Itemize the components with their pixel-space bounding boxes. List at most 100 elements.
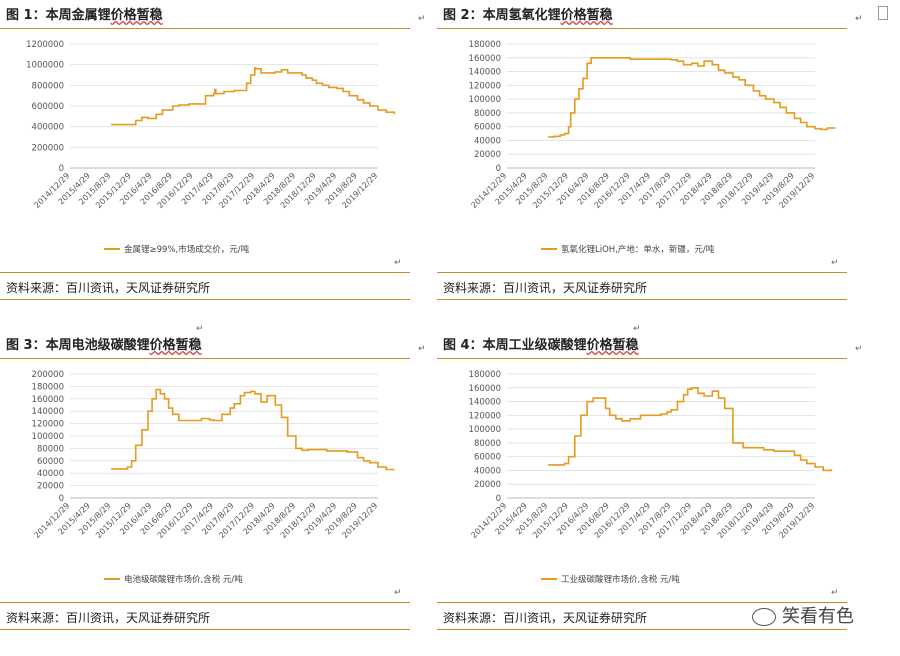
series-line [111, 388, 395, 471]
legend-label: 金属锂≥99%,市场成交价，元/吨 [124, 244, 250, 255]
title-main: 本周金属锂 [45, 8, 111, 23]
scroll-indicator[interactable] [878, 6, 888, 20]
line-chart: 0 20000 40000 60000 80000 100000 120000 140000 1… [32, 370, 395, 585]
divider [0, 28, 410, 29]
divider [0, 602, 410, 603]
divider [0, 272, 410, 273]
series-line [111, 67, 396, 126]
y-tick-label: 60000 [474, 453, 501, 463]
paragraph-mark: ↵ [633, 324, 641, 334]
source-note: 资料来源：百川资讯，天风证券研究所 [6, 611, 211, 625]
line-chart: 0200000400000600000800000100000012000002… [26, 40, 396, 255]
series-line [548, 387, 833, 472]
y-tick-label: 80000 [37, 444, 64, 454]
paragraph-mark: ↵ [394, 588, 402, 598]
y-tick-label: 180000 [469, 40, 501, 50]
divider [437, 602, 847, 603]
source-note: 资料来源：百川资讯，天风证券研究所 [443, 281, 648, 295]
chart-title: 图 1：本周金属锂价格暂稳 [6, 4, 163, 23]
title-prefix: 图 1： [6, 8, 46, 23]
y-tick-label: 120000 [32, 420, 64, 430]
paragraph-mark: ↵ [394, 258, 402, 268]
chart-panel-3: 图 3：本周电池级碳酸锂价格暂稳资料来源：百川资讯，天风证券研究所 0 20000 4… [0, 330, 440, 656]
y-tick-label: 1200000 [26, 40, 64, 50]
y-tick-label: 80000 [474, 109, 501, 119]
y-tick-label: 0 [59, 494, 64, 504]
y-tick-label: 20000 [474, 150, 501, 160]
y-tick-label: 140000 [32, 407, 64, 417]
title-tail: 价格暂稳 [586, 338, 639, 353]
y-tick-label: 20000 [474, 480, 501, 490]
legend-label: 氢氧化锂LiOH,产地：单水，新疆，元/吨 [561, 244, 715, 255]
source-note: 资料来源：百川资讯，天风证券研究所 [443, 611, 648, 625]
chart-panel-1: 图 1：本周金属锂价格暂稳资料来源：百川资讯，天风证券研究所 0 200000 400… [0, 0, 440, 326]
y-tick-label: 600000 [32, 102, 64, 112]
y-tick-label: 120000 [469, 411, 501, 421]
paragraph-mark: ↵ [831, 258, 839, 268]
y-tick-label: 100000 [469, 425, 501, 435]
y-tick-label: 160000 [469, 54, 501, 64]
y-tick-label: 40000 [37, 469, 64, 479]
title-tail: 价格暂稳 [560, 8, 613, 23]
line-chart: 0 20000 40000 60000 80000 100000 120000 140000 1… [469, 40, 836, 255]
line-chart: 0 20000 40000 60000 80000 100000 120000 140000 1… [469, 370, 833, 585]
y-tick-label: 800000 [32, 81, 64, 91]
y-tick-label: 400000 [32, 123, 64, 133]
y-tick-label: 0 [496, 494, 501, 504]
y-tick-label: 60000 [37, 457, 64, 467]
chart-title: 图 2：本周氢氧化锂价格暂稳 [443, 4, 613, 23]
title-prefix: 图 4： [443, 338, 483, 353]
wechat-icon [752, 608, 776, 626]
y-tick-label: 180000 [469, 370, 501, 380]
y-tick-label: 200000 [32, 143, 64, 153]
divider [437, 272, 847, 273]
divider [0, 358, 410, 359]
y-tick-label: 1000000 [26, 61, 64, 71]
legend-label: 工业级碳酸锂市场价,含税 元/吨 [561, 574, 680, 585]
divider [437, 629, 847, 630]
y-tick-label: 100000 [469, 95, 501, 105]
y-tick-label: 160000 [32, 395, 64, 405]
source-note: 资料来源：百川资讯，天风证券研究所 [6, 281, 211, 295]
paragraph-mark: ↵ [418, 14, 426, 24]
series-line [548, 57, 836, 138]
y-tick-label: 80000 [474, 439, 501, 449]
title-tail: 价格暂稳 [149, 338, 202, 353]
y-tick-label: 160000 [469, 384, 501, 394]
chart-title: 图 3：本周电池级碳酸锂价格暂稳 [6, 334, 202, 353]
title-main: 本周工业级碳酸锂 [482, 338, 587, 353]
chart-panel-4: 图 4：本周工业级碳酸锂价格暂稳资料来源：百川资讯，天风证券研究所 0 20000 4… [437, 330, 877, 656]
divider [0, 629, 410, 630]
divider [437, 299, 847, 300]
paragraph-mark: ↵ [418, 344, 426, 354]
paragraph-mark: ↵ [196, 324, 204, 334]
chart-panel-2: 图 2：本周氢氧化锂价格暂稳资料来源：百川资讯，天风证券研究所 0 20000 400… [437, 0, 877, 326]
chart-title: 图 4：本周工业级碳酸锂价格暂稳 [443, 334, 639, 353]
y-tick-label: 180000 [32, 382, 64, 392]
title-prefix: 图 3： [6, 338, 46, 353]
y-tick-label: 0 [59, 164, 64, 174]
title-main: 本周氢氧化锂 [482, 8, 561, 23]
y-tick-label: 140000 [469, 68, 501, 78]
y-tick-label: 40000 [474, 136, 501, 146]
paragraph-mark: ↵ [855, 14, 863, 24]
legend-label: 电池级碳酸锂市场价,含税 元/吨 [124, 574, 243, 585]
paragraph-mark: ↵ [831, 588, 839, 598]
y-tick-label: 200000 [32, 370, 64, 380]
title-prefix: 图 2： [443, 8, 483, 23]
title-main: 本周电池级碳酸锂 [45, 338, 150, 353]
watermark-text: 笑看有色 [782, 606, 854, 627]
y-tick-label: 120000 [469, 81, 501, 91]
divider [437, 28, 847, 29]
divider [437, 358, 847, 359]
y-tick-label: 60000 [474, 123, 501, 133]
watermark: 笑看有色 [752, 602, 854, 628]
paragraph-mark: ↵ [855, 344, 863, 354]
divider [0, 299, 410, 300]
y-tick-label: 0 [496, 164, 501, 174]
y-tick-label: 40000 [474, 466, 501, 476]
y-tick-label: 20000 [37, 482, 64, 492]
y-tick-label: 100000 [32, 432, 64, 442]
title-tail: 价格暂稳 [110, 8, 163, 23]
y-tick-label: 140000 [469, 398, 501, 408]
